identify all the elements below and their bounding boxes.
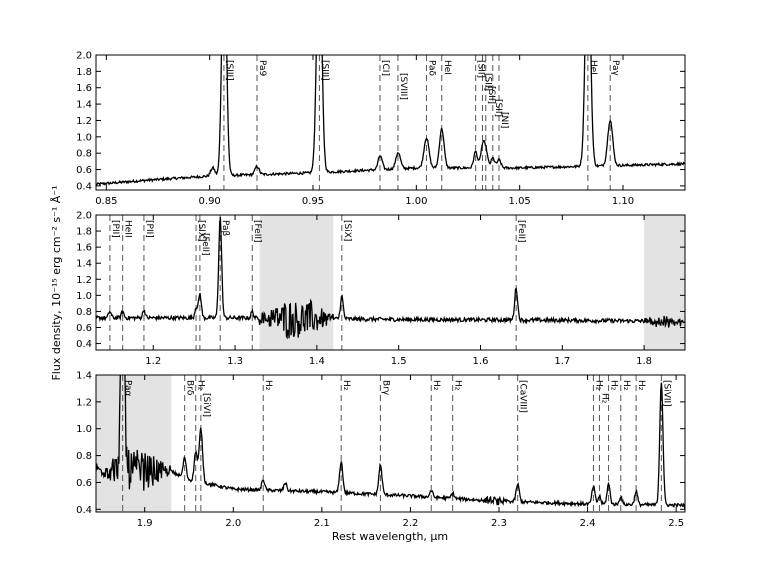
y-tick-label: 1.0	[76, 291, 92, 302]
line-label: H₂	[621, 380, 631, 391]
line-label: H₂	[196, 380, 206, 391]
x-tick-label: 1.8	[636, 356, 652, 367]
line-label: [SII]	[493, 99, 503, 117]
x-tick-label: 1.05	[509, 196, 531, 207]
line-label: H₂	[599, 393, 609, 404]
x-tick-label: 1.00	[405, 196, 427, 207]
line-label: [PII]	[110, 220, 120, 238]
panel-frame	[95, 54, 686, 191]
line-label: [SII]	[482, 73, 492, 91]
line-label: [PII]	[144, 220, 154, 238]
x-axis-title: Rest wavelength, μm	[332, 530, 448, 543]
line-label: [SVIII]	[398, 73, 408, 100]
line-label: Paδ	[426, 60, 436, 77]
shaded-region	[96, 375, 172, 512]
line-label: [CI]	[380, 60, 390, 76]
line-label: Brγ	[380, 380, 390, 396]
line-label: H₂	[609, 380, 619, 391]
line-label: [SiX]	[342, 220, 352, 241]
y-tick-label: 1.0	[76, 132, 92, 143]
x-tick-label: 1.6	[473, 356, 489, 367]
line-label: [FeII]	[516, 220, 526, 243]
y-tick-label: 2.0	[76, 211, 92, 222]
x-tick-label: 1.5	[391, 356, 407, 367]
x-tick-label: 1.10	[612, 196, 634, 207]
x-tick-label: 1.7	[554, 356, 570, 367]
panel-1: 0.85 0.90 0.95 1.00 1.05 1.10 0.4 0.6 0.8 1.0 1.2 1…	[76, 51, 686, 207]
y-tick-label: 1.6	[76, 83, 92, 94]
line-label: [NI]	[499, 112, 509, 128]
x-tick-label: 1.4	[309, 356, 325, 367]
y-tick-label: 1.2	[76, 397, 92, 408]
line-label: H₂	[636, 380, 646, 391]
spectrum-line	[96, 217, 685, 340]
panel-frame	[95, 374, 686, 513]
y-tick-label: 1.4	[76, 259, 92, 270]
panel-3: 1.9 2.0 2.1 2.2 2.3 2.4 2.5 0.4 0.6 0.8 1.0 1.2 1.4 P…	[76, 371, 686, 529]
y-tick-label: 1.4	[76, 100, 92, 111]
panel-2: 1.2 1.3 1.4 1.5 1.6 1.7 1.8 0.4 0.6 0.8 1.0 1.2 1.4 1…	[76, 211, 686, 367]
line-label: H₂	[593, 380, 603, 391]
y-tick-label: 1.0	[76, 424, 92, 435]
x-tick-label: 0.90	[199, 196, 221, 207]
shaded-region	[259, 215, 334, 350]
line-label: H₂	[263, 380, 273, 391]
line-label: Paγ	[610, 60, 620, 77]
y-tick-label: 0.6	[76, 323, 92, 334]
line-label: [SII]	[476, 60, 486, 78]
y-tick-label: 2.0	[76, 51, 92, 62]
x-tick-label: 2.3	[491, 518, 507, 529]
x-tick-label: 2.5	[668, 518, 684, 529]
line-label: Paβ	[220, 220, 230, 237]
y-tick-label: 1.4	[76, 371, 92, 382]
y-tick-label: 1.2	[76, 116, 92, 127]
y-tick-label: 0.4	[76, 339, 92, 350]
line-label: Pa9	[257, 60, 267, 77]
line-label: [SIII]	[224, 60, 234, 81]
x-tick-label: 2.2	[402, 518, 418, 529]
panel-frame	[95, 214, 686, 351]
x-tick-label: 2.0	[225, 518, 241, 529]
line-label: H₂	[431, 380, 441, 391]
y-tick-label: 0.4	[76, 505, 92, 516]
y-tick-label: 0.4	[76, 181, 92, 192]
y-tick-label: 1.8	[76, 227, 92, 238]
line-label: [SiVII]	[661, 380, 671, 407]
x-tick-label: 2.4	[580, 518, 596, 529]
y-tick-label: 0.6	[76, 165, 92, 176]
line-label: [SiVI]	[201, 393, 211, 417]
line-label: HeI	[588, 60, 598, 75]
line-label: [SIX]	[196, 220, 206, 242]
y-tick-label: 1.8	[76, 67, 92, 78]
line-label: [SII]	[486, 86, 496, 104]
line-label: [FeII]	[252, 220, 262, 243]
spectrum-line	[96, 55, 685, 187]
y-tick-label: 0.8	[76, 307, 92, 318]
line-label: HeII	[123, 220, 133, 238]
line-label: H₂	[341, 380, 351, 391]
x-tick-label: 2.1	[314, 518, 330, 529]
x-tick-label: 0.85	[95, 196, 117, 207]
y-tick-label: 1.6	[76, 243, 92, 254]
shaded-region	[644, 215, 685, 350]
y-tick-label: 0.8	[76, 451, 92, 462]
spectrum-line	[96, 375, 685, 510]
x-tick-label: 1.9	[137, 518, 153, 529]
line-label: [FeII]	[200, 233, 210, 256]
line-label: HeI	[442, 60, 452, 75]
y-axis-title: Flux density, 10⁻¹⁵ erg cm⁻² s⁻¹ Å⁻¹	[50, 185, 63, 380]
line-label: H₂	[453, 380, 463, 391]
line-label: [SIII]	[319, 60, 329, 81]
y-tick-label: 0.8	[76, 149, 92, 160]
line-label: [CaVIII]	[518, 380, 528, 413]
y-tick-label: 1.2	[76, 275, 92, 286]
line-label: Paα	[123, 380, 133, 397]
x-tick-label: 0.95	[302, 196, 324, 207]
line-label: Brδ	[185, 380, 195, 396]
x-tick-label: 1.2	[145, 356, 161, 367]
y-tick-label: 0.6	[76, 478, 92, 489]
x-tick-label: 1.3	[227, 356, 243, 367]
